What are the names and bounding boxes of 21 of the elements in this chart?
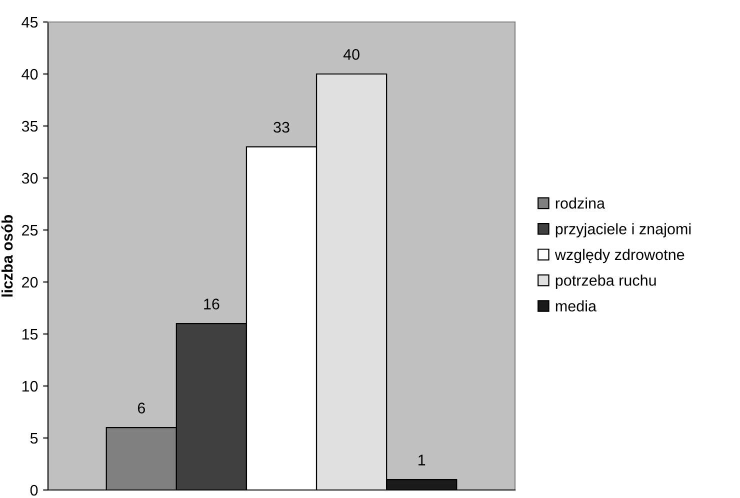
data-label: 6	[138, 402, 145, 414]
y-tick-label: 40	[22, 68, 38, 80]
legend-label: względy zdrowotne	[554, 248, 684, 264]
y-tick-label: 45	[22, 17, 38, 28]
y-tick-label: 15	[22, 329, 38, 340]
data-label: 1	[418, 454, 426, 466]
y-tick-label: 20	[22, 276, 38, 288]
y-tick-label: 0	[30, 484, 38, 496]
y-tick-label: 25	[22, 224, 38, 236]
legend-label: potrzeba ruchu	[556, 274, 656, 289]
data-label: 33	[274, 122, 290, 133]
y-tick-label: 35	[22, 120, 38, 132]
y-tick-label: 10	[22, 380, 38, 392]
y-axis-title: liczba osób	[1, 215, 13, 297]
legend-label: przyjaciele i znajomi	[556, 223, 691, 238]
data-label: 40	[343, 49, 360, 60]
data-label: 16	[204, 298, 220, 310]
legend-label: media	[556, 300, 597, 312]
legend-label: rodzina	[556, 197, 606, 209]
y-tick-label: 30	[22, 172, 38, 184]
y-tick-label: 5	[30, 433, 38, 444]
